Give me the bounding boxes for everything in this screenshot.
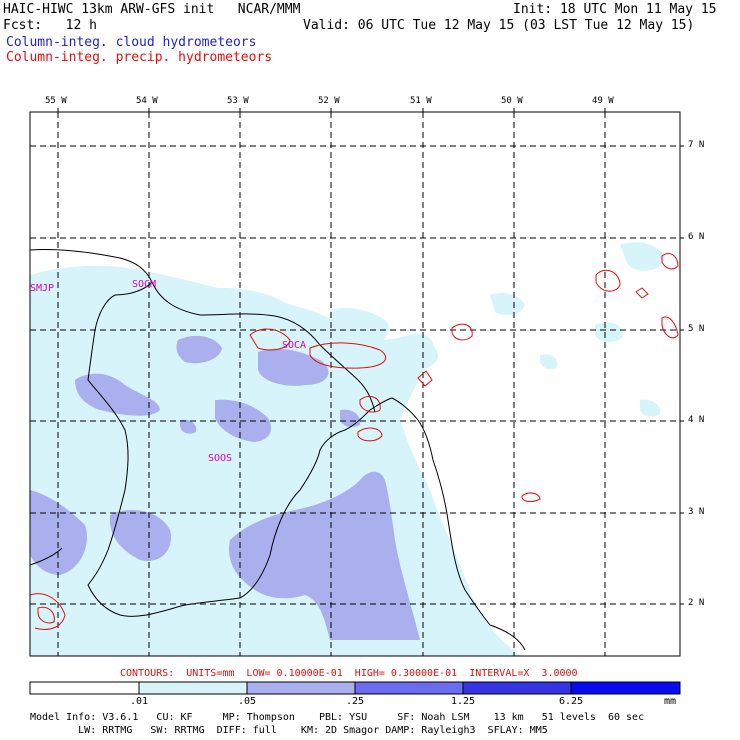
lat-label-6n: 6 N	[688, 232, 705, 242]
colorbar-label-625: 6.25	[558, 696, 584, 707]
lat-label-7n: 7 N	[688, 140, 705, 150]
station-soca: SOCA	[282, 340, 307, 351]
lat-label-5n: 5 N	[688, 324, 705, 334]
valid-time: Valid: 06 UTC Tue 12 May 15 (03 LST Tue …	[303, 18, 695, 33]
station-smjp: SMJP	[30, 283, 55, 294]
lon-label-50w: 50 W	[501, 96, 523, 106]
shaded-fields	[30, 242, 665, 656]
lat-label-2n: 2 N	[688, 598, 705, 608]
coastline	[30, 248, 526, 651]
lon-label-53w: 53 W	[227, 96, 249, 106]
cloud-region-medium	[30, 335, 420, 640]
model-info-line2: LW: RRTMG SW: RRTMG DIFF: full KM: 2D Sm…	[30, 725, 548, 736]
map-frame	[29, 111, 681, 657]
colorbar-units: mm	[663, 696, 677, 707]
station-soos: SOOS	[208, 453, 233, 464]
colorbar-label-005: .05	[237, 696, 257, 707]
precip-contours	[30, 253, 679, 630]
init-time: Init: 18 UTC Mon 11 May 15	[513, 2, 717, 17]
plot-title: HAIC-HIWC 13km ARW-GFS init NCAR/MMM	[3, 2, 301, 17]
legend-precip-hydrometeors: Column-integ. precip. hydrometeors	[6, 50, 273, 65]
legend-cloud-hydrometeors: Column-integ. cloud hydrometeors	[6, 35, 257, 50]
lon-label-49w: 49 W	[592, 96, 614, 106]
lon-label-54w: 54 W	[136, 96, 158, 106]
lat-label-3n: 3 N	[688, 507, 705, 517]
colorbar-label-125: 1.25	[450, 696, 476, 707]
colorbar-label-025: .25	[345, 696, 365, 707]
contours-info: CONTOURS: UNITS=mm LOW= 0.10000E-01 HIGH…	[120, 668, 578, 679]
colorbar-label-001: .01	[129, 696, 149, 707]
lon-label-55w: 55 W	[45, 96, 67, 106]
lon-label-52w: 52 W	[318, 96, 340, 106]
graticule	[30, 112, 680, 656]
lon-label-51w: 51 W	[410, 96, 432, 106]
model-info-line1: Model Info: V3.6.1 CU: KF MP: Thompson P…	[30, 712, 645, 723]
forecast-hour: Fcst: 12 h	[3, 18, 97, 33]
axis-ticks	[57, 108, 684, 605]
lat-label-4n: 4 N	[688, 415, 705, 425]
station-socm: SOCM	[132, 279, 157, 290]
